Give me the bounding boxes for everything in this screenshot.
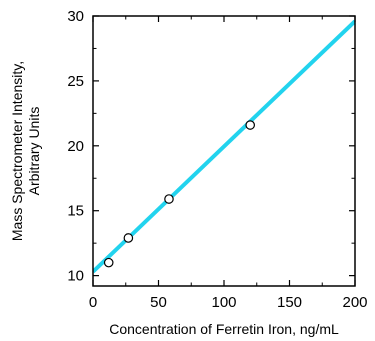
data-point-3 <box>164 194 174 204</box>
y-tick-label-30: 30 <box>67 8 84 25</box>
y-tick-label-10: 10 <box>67 268 84 285</box>
x-tick-label-0: 0 <box>89 294 97 311</box>
data-point-2 <box>123 233 134 243</box>
fit-line <box>93 19 355 274</box>
axes: 0 50 100 150 200 10 15 20 25 30 <box>67 8 367 311</box>
data-point-1 <box>103 257 114 268</box>
x-tick-label-100: 100 <box>211 294 236 311</box>
y-tick-label-20: 20 <box>67 138 84 155</box>
y-axis-title-line-2: Arbitrary Units <box>26 107 42 196</box>
x-tick-label-50: 50 <box>150 294 167 311</box>
data-point-4 <box>245 120 255 130</box>
x-tick-label-150: 150 <box>277 294 302 311</box>
y-tick-label-25: 25 <box>67 73 84 90</box>
y-tick-label-15: 15 <box>67 203 84 220</box>
x-tick-label-200: 200 <box>342 294 367 311</box>
plot-area <box>93 19 355 274</box>
x-axis-title: Concentration of Ferretin Iron, ng/mL <box>109 321 339 337</box>
axis-labels: Concentration of Ferretin Iron, ng/mL Ma… <box>9 61 339 337</box>
y-axis-title-line-1: Mass Spectrometer Intensity, <box>9 61 25 241</box>
